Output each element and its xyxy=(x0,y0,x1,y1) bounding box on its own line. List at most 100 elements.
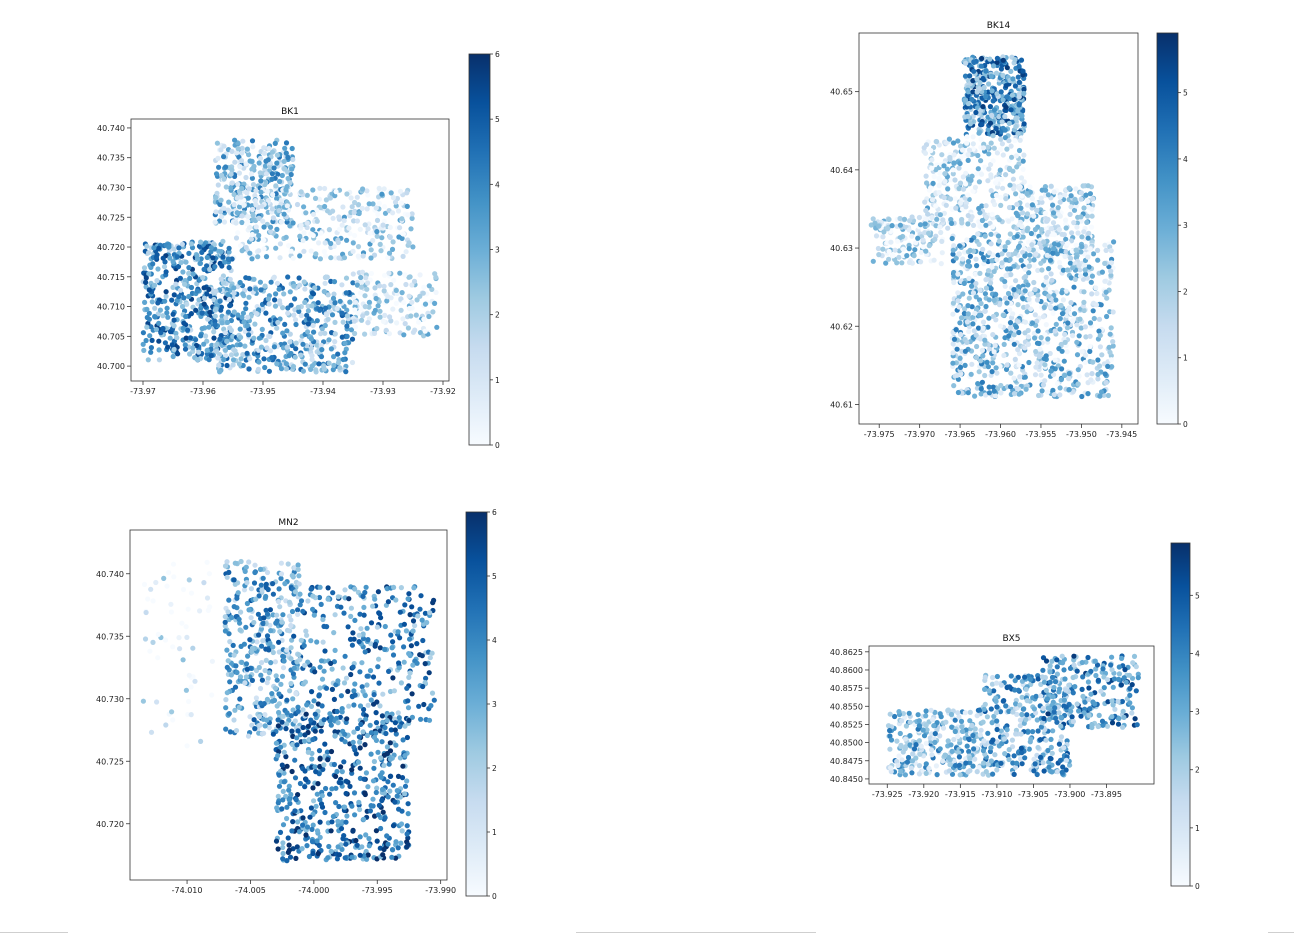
bk14-point xyxy=(982,337,988,343)
bk14-point xyxy=(895,238,901,244)
bk14-point xyxy=(1066,387,1072,393)
bk1-point xyxy=(360,313,366,319)
mn2-point xyxy=(317,664,323,670)
mn2-point xyxy=(351,790,358,796)
bk1-point xyxy=(398,200,405,206)
mn2-point xyxy=(286,842,292,848)
bk14-point xyxy=(881,229,887,235)
bk1-point xyxy=(162,340,168,346)
mn2-point xyxy=(359,844,365,850)
bk14-point xyxy=(974,263,980,269)
bk1-point xyxy=(288,302,294,308)
bk1-point xyxy=(156,245,162,251)
bk14-point xyxy=(988,161,994,168)
mn2-point xyxy=(356,734,362,740)
bk14-point xyxy=(1018,57,1025,63)
bk14-point xyxy=(1029,202,1035,208)
mn2-point xyxy=(338,693,344,699)
bk14-point xyxy=(1008,68,1014,74)
bk14-point xyxy=(994,55,1001,61)
bk1-point xyxy=(146,287,152,293)
bk14-xtick-label: -73.950 xyxy=(1066,430,1097,439)
bk14-point xyxy=(922,199,928,205)
bk1-point xyxy=(239,248,245,254)
mn2-point xyxy=(386,668,392,675)
bk14-point xyxy=(952,196,958,202)
bk14-point xyxy=(965,89,971,95)
bk1-point xyxy=(309,303,315,309)
mn2-point xyxy=(314,791,320,797)
bk1-point xyxy=(332,331,338,337)
mn2-point xyxy=(226,711,232,717)
bk1-point xyxy=(229,180,235,186)
mn2-point xyxy=(420,637,426,644)
bk1-point xyxy=(364,286,370,292)
bk14-point xyxy=(963,204,969,210)
bk1-point xyxy=(286,243,292,249)
bk14-point xyxy=(1087,343,1093,349)
mn2-point xyxy=(363,584,369,590)
bk1-point xyxy=(302,286,308,292)
bk14-point xyxy=(974,76,980,82)
bk14-point xyxy=(949,235,955,242)
mn2-point xyxy=(328,660,334,667)
bk14-point xyxy=(994,176,1000,183)
mn2-point xyxy=(284,721,290,727)
bk14-point xyxy=(1016,185,1023,191)
bk1-point xyxy=(348,195,354,201)
mn2-point xyxy=(404,778,410,784)
bk1-point xyxy=(264,188,270,194)
mn2-point xyxy=(405,596,411,602)
bk1-point xyxy=(141,265,148,271)
bk14-point xyxy=(1071,284,1077,290)
bk14-point xyxy=(923,173,929,179)
bk1-point xyxy=(350,271,356,277)
mn2-point xyxy=(251,717,257,723)
bk14-point xyxy=(955,290,961,296)
bk1-point xyxy=(213,209,219,215)
bk1-point xyxy=(272,303,279,309)
bk1-point xyxy=(377,283,383,289)
bk14-point xyxy=(1009,154,1015,160)
bk14-point xyxy=(1020,166,1026,172)
bk14-point xyxy=(1020,72,1026,78)
bk1-point xyxy=(292,317,299,323)
bk1-point xyxy=(198,256,204,262)
bk1-point xyxy=(174,254,180,260)
bk14-point xyxy=(896,254,902,260)
mn2-point xyxy=(394,793,400,799)
bk14-point xyxy=(949,220,955,226)
bk1-point xyxy=(287,180,293,186)
bk14-point xyxy=(1019,193,1025,199)
bk14-point xyxy=(922,221,928,227)
mn2-point xyxy=(277,604,283,610)
mn2-point xyxy=(308,717,314,723)
mn2-point xyxy=(305,749,311,755)
bk14-point xyxy=(1029,320,1036,326)
bk14-point xyxy=(969,361,975,367)
bk14-point xyxy=(970,290,977,296)
bk1-point xyxy=(148,349,154,355)
mn2-point xyxy=(231,604,237,610)
bk14-point xyxy=(991,388,997,394)
bk14-point xyxy=(951,279,957,286)
mn2-point xyxy=(285,561,291,567)
bk1-point xyxy=(236,170,242,176)
bk1-point xyxy=(211,329,217,335)
bk14-point xyxy=(1050,210,1057,216)
bk1-point xyxy=(198,239,204,245)
mn2-point xyxy=(360,593,366,600)
bk1-point xyxy=(317,256,323,262)
bk1-point xyxy=(255,254,261,260)
mn2-point xyxy=(355,759,362,765)
bk14-point xyxy=(1008,370,1014,376)
bk1-point xyxy=(398,296,404,302)
bk1-point xyxy=(337,365,343,371)
bk1-point xyxy=(269,149,276,155)
bk14-point xyxy=(988,174,994,180)
mn2-point xyxy=(292,757,298,763)
bk1-point xyxy=(433,274,439,280)
mn2-point xyxy=(406,674,412,681)
bk1-point xyxy=(266,145,272,152)
bk1-point xyxy=(364,206,370,212)
